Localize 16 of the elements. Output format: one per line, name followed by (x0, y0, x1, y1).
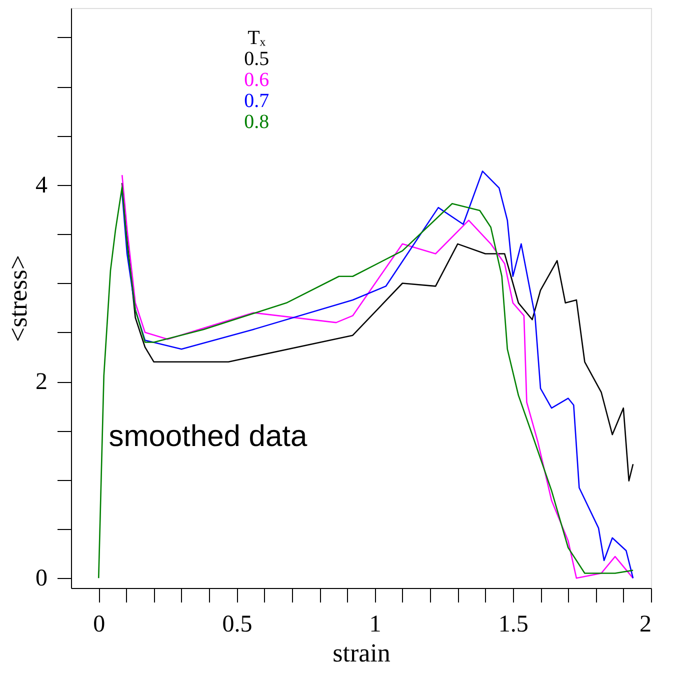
y-tick-label: 4 (36, 172, 48, 198)
y-tick-label: 0 (36, 566, 48, 592)
y-tick-label: 2 (36, 369, 48, 396)
x-tick-label: 1.5 (498, 612, 528, 638)
x-tick-label: 0 (93, 612, 106, 638)
text: 0.5 (244, 48, 270, 70)
text: 0.6 (244, 69, 270, 91)
annotation: smoothed data (108, 420, 308, 454)
y-axis-title: <stress> (4, 254, 32, 342)
x-tick-label: 0.5 (222, 612, 252, 638)
x-tick-label: 1 (369, 612, 382, 638)
x-tick-label: 2 (640, 612, 652, 638)
x-axis-title: strain (332, 638, 390, 668)
legend-title: Tₓ (248, 27, 266, 49)
text: 0.8 (244, 111, 270, 133)
text: 0.7 (244, 90, 270, 112)
